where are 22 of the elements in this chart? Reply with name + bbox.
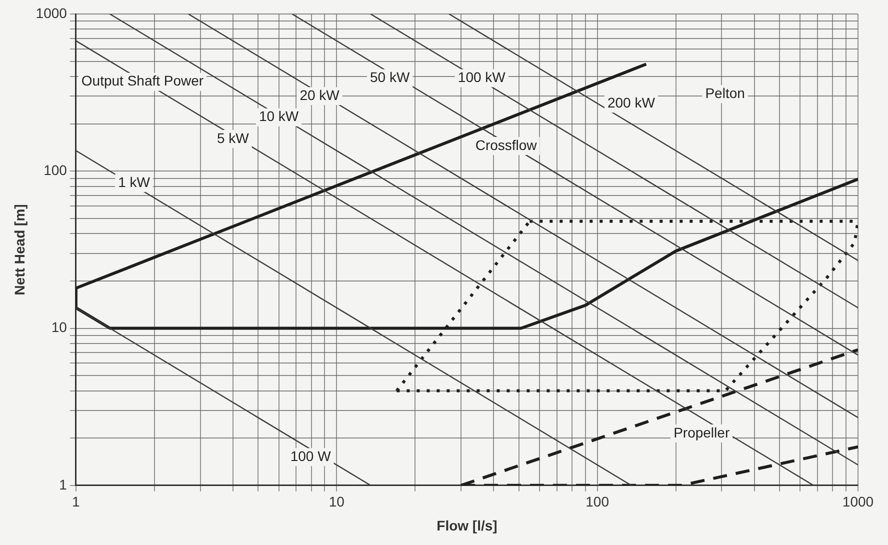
annotation: Crossflow xyxy=(475,136,538,153)
y-tick-label: 100 xyxy=(44,162,68,178)
annotation: 100 kW xyxy=(458,69,506,86)
y-axis-title: Nett Head [m] xyxy=(11,204,28,296)
annotation: 10 kW xyxy=(258,108,300,124)
annotation: Pelton xyxy=(705,84,745,101)
x-tick-label: 1000 xyxy=(842,494,874,510)
y-tick-label: 1 xyxy=(59,476,68,492)
annotation: 20 kW xyxy=(300,87,340,104)
y-tick-label: 10 xyxy=(51,319,68,336)
annotation: 100 W xyxy=(290,448,332,464)
x-tick-label: 1 xyxy=(72,494,80,510)
x-tick-label: 100 xyxy=(586,494,610,510)
annotation: 1 kW xyxy=(118,174,151,190)
x-axis-title: Flow [l/s] xyxy=(436,517,498,534)
x-tick-label: 10 xyxy=(328,494,345,510)
annotation: Output Shaft Power xyxy=(81,72,204,89)
annotation: 50 kW xyxy=(370,69,410,86)
annotation: 5 kW xyxy=(216,130,250,146)
y-tick-label: 1000 xyxy=(36,4,68,21)
annotation: 200 kW xyxy=(607,94,656,110)
annotation: Propeller xyxy=(674,424,730,440)
